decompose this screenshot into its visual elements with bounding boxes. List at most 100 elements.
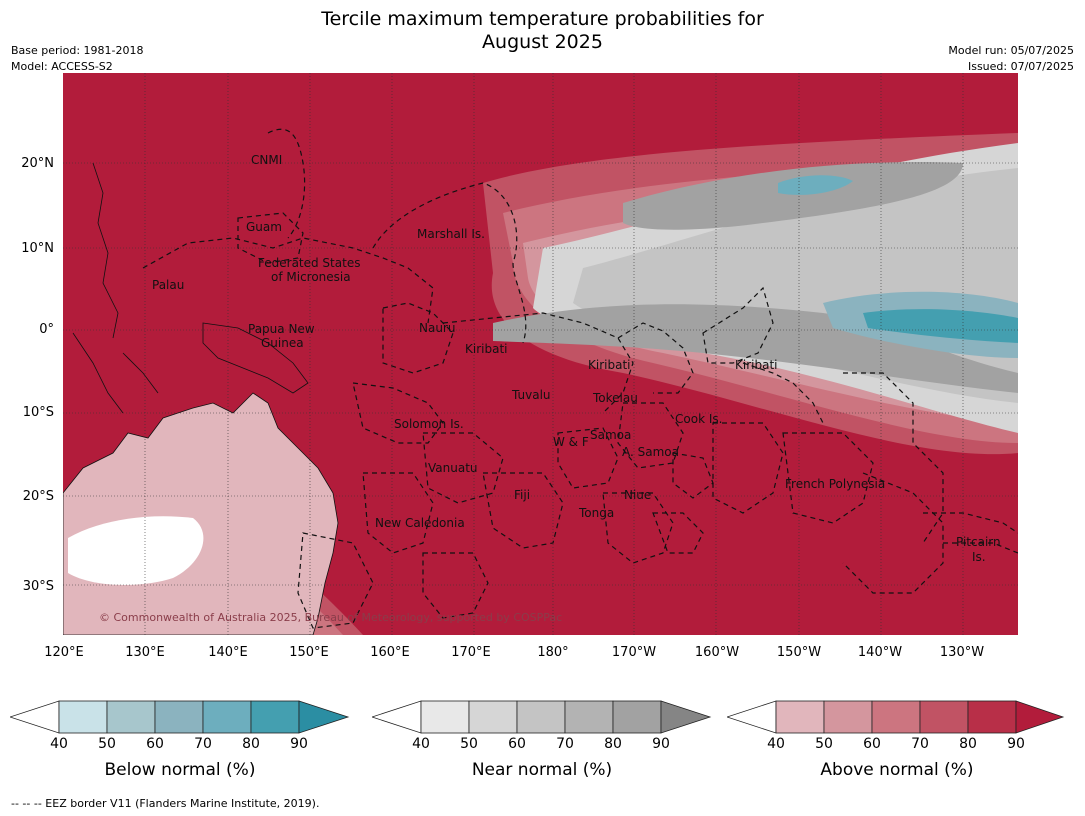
lat-tick: 10°S bbox=[22, 405, 54, 420]
colorbar-swatch bbox=[564, 700, 614, 734]
lat-tick: 0° bbox=[39, 322, 54, 337]
colorbar-swatch bbox=[871, 700, 921, 734]
colorbar-tick: 60 bbox=[863, 736, 881, 752]
colorbar-tick: 60 bbox=[146, 736, 164, 752]
region-label: Vanuatu bbox=[428, 461, 478, 475]
colorbar-swatch bbox=[775, 700, 825, 734]
region-label: Fiji bbox=[514, 488, 530, 502]
colorbar-low-arrow bbox=[10, 700, 60, 734]
colorbar-tick: 80 bbox=[242, 736, 260, 752]
colorbar-swatch bbox=[202, 700, 252, 734]
region-label: Kiribati bbox=[465, 342, 507, 356]
region-label: W & F bbox=[553, 435, 589, 449]
issued-date: Issued: 07/07/2025 bbox=[967, 60, 1074, 73]
colorbar-swatch bbox=[612, 700, 662, 734]
lon-tick: 140°W bbox=[857, 645, 903, 660]
colorbar-swatch bbox=[106, 700, 156, 734]
colorbar-label: Near normal (%) bbox=[471, 760, 613, 780]
philippines-land bbox=[72, 162, 159, 414]
lon-tick: 150°W bbox=[776, 645, 822, 660]
colorbar-tick: 90 bbox=[290, 736, 308, 752]
lon-tick: 130°W bbox=[939, 645, 985, 660]
lon-tick: 130°E bbox=[125, 645, 165, 660]
region-label: Kiribati bbox=[588, 358, 630, 372]
colorbar-tick: 40 bbox=[50, 736, 68, 752]
lat-tick: 20°N bbox=[21, 156, 54, 171]
region-label: Tonga bbox=[578, 506, 614, 520]
lon-tick: 140°E bbox=[208, 645, 248, 660]
lat-tick: 30°S bbox=[22, 579, 54, 594]
region-label: Nauru bbox=[419, 321, 455, 335]
region-label: of Micronesia bbox=[271, 270, 351, 284]
new-guinea-land bbox=[202, 322, 309, 394]
colorbar-below-normal: 40 50 60 70 80 90 Below normal (%) bbox=[10, 700, 350, 790]
colorbar-high-arrow bbox=[298, 700, 350, 734]
chart-title: Tercile maximum temperature probabilitie… bbox=[0, 8, 1085, 54]
region-label: French Polynesia bbox=[785, 477, 885, 491]
title-line-1: Tercile maximum temperature probabilitie… bbox=[321, 8, 764, 30]
below-normal-zones bbox=[778, 175, 1018, 358]
colorbar-near-svg bbox=[372, 700, 712, 734]
region-label: Is. bbox=[972, 550, 986, 564]
region-label: Kiribati bbox=[735, 358, 777, 372]
colorbar-tick: 50 bbox=[460, 736, 478, 752]
colorbar-below-svg bbox=[10, 700, 350, 734]
region-label: CNMI bbox=[251, 153, 282, 167]
region-label: New Caledonia bbox=[375, 516, 465, 530]
copyright-notice: © Commonwealth of Australia 2025, Bureau… bbox=[99, 611, 562, 624]
colorbar-tick: 90 bbox=[1007, 736, 1025, 752]
colorbar-label: Below normal (%) bbox=[104, 760, 256, 780]
colorbar-low-arrow bbox=[727, 700, 777, 734]
region-labels: CNMI Guam Marshall Is. Palau Federated S… bbox=[152, 153, 1001, 564]
region-label: Samoa bbox=[590, 428, 631, 442]
lon-tick: 150°E bbox=[289, 645, 329, 660]
colorbar-label: Above normal (%) bbox=[820, 760, 974, 780]
region-label: Palau bbox=[152, 278, 184, 292]
colorbar-high-arrow bbox=[660, 700, 712, 734]
colorbar-tick: 90 bbox=[652, 736, 670, 752]
lon-tick: 180° bbox=[537, 645, 569, 660]
lat-tick: 10°N bbox=[21, 241, 54, 256]
lat-tick: 20°S bbox=[22, 489, 54, 504]
colorbar-above-svg bbox=[727, 700, 1065, 734]
colorbar-swatch bbox=[468, 700, 518, 734]
colorbar-low-arrow bbox=[372, 700, 422, 734]
colorbar-near-normal: 40 50 60 70 80 90 Near normal (%) bbox=[372, 700, 712, 790]
colorbar-swatch bbox=[967, 700, 1017, 734]
lon-tick: 120°E bbox=[44, 645, 84, 660]
region-label: Federated States bbox=[258, 256, 360, 270]
colorbar-swatch bbox=[250, 700, 300, 734]
colorbar-swatch bbox=[919, 700, 969, 734]
region-label: Cook Is. bbox=[675, 412, 722, 426]
base-period: Base period: 1981-2018 bbox=[11, 44, 144, 57]
region-label: A. Samoa bbox=[622, 445, 679, 459]
australia-land bbox=[63, 392, 339, 635]
region-label: Tuvalu bbox=[511, 388, 551, 402]
title-line-2: August 2025 bbox=[482, 31, 603, 53]
eez-footnote: -- -- -- EEZ border V11 (Flanders Marine… bbox=[11, 797, 320, 810]
region-label: Papua New bbox=[248, 322, 315, 336]
colorbar-tick: 80 bbox=[959, 736, 977, 752]
colorbar-tick: 70 bbox=[194, 736, 212, 752]
lon-tick: 170°E bbox=[451, 645, 491, 660]
lon-tick: 160°E bbox=[370, 645, 410, 660]
graticule bbox=[63, 73, 1018, 635]
colorbar-swatch bbox=[420, 700, 470, 734]
colorbar-high-arrow bbox=[1015, 700, 1065, 734]
colorbar-tick: 70 bbox=[556, 736, 574, 752]
colorbar-tick: 50 bbox=[815, 736, 833, 752]
forecast-map: CNMI Guam Marshall Is. Palau Federated S… bbox=[63, 73, 1018, 635]
region-label: Niue bbox=[624, 488, 651, 502]
colorbar-above-normal: 40 50 60 70 80 90 Above normal (%) bbox=[727, 700, 1067, 790]
eez-borders bbox=[142, 128, 1018, 629]
region-label: Pitcairn bbox=[956, 535, 1001, 549]
colorbar-tick: 60 bbox=[508, 736, 526, 752]
colorbar-swatch bbox=[516, 700, 566, 734]
model-name: Model: ACCESS-S2 bbox=[11, 60, 113, 73]
colorbar-tick: 80 bbox=[604, 736, 622, 752]
map-svg: CNMI Guam Marshall Is. Palau Federated S… bbox=[63, 73, 1018, 635]
model-run: Model run: 05/07/2025 bbox=[948, 44, 1074, 57]
colorbar-tick: 50 bbox=[98, 736, 116, 752]
colorbar-tick: 70 bbox=[911, 736, 929, 752]
colorbar-tick: 40 bbox=[412, 736, 430, 752]
